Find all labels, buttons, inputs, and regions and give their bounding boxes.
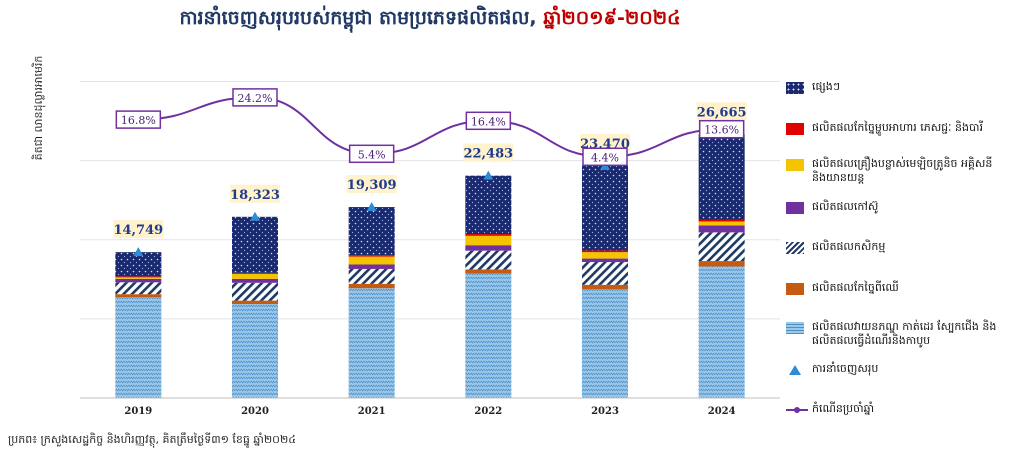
legend-label-agri: ផលិតផលកសិកម្ម (812, 240, 886, 253)
legend-swatch-rubber (786, 202, 804, 214)
bar-food-2022 (465, 234, 512, 236)
legend-swatch-growth (786, 404, 808, 416)
bar-agri-2023 (582, 262, 628, 285)
growth-label-box-2020 (232, 88, 278, 107)
bar-electrical-2021 (348, 256, 395, 265)
growth-label-box-2023 (582, 147, 628, 167)
total-label-box-2021 (346, 175, 397, 194)
legend-swatch-agri (786, 242, 804, 254)
bar-other-2022 (465, 175, 512, 235)
legend-swatch-other (786, 82, 804, 94)
bar-rubber-2023 (582, 258, 628, 263)
bar-food-2020 (232, 272, 278, 274)
legend-label-wood: ផលិតផលកែច្នៃពីឈើ (812, 281, 899, 294)
x-tick-label: 2023 (591, 406, 619, 417)
bar-rubber-2021 (348, 264, 395, 269)
total-label-box-2023 (580, 133, 630, 152)
bar-agri-2022 (465, 250, 512, 270)
legend-swatch-wood (786, 283, 804, 295)
bar-electrical-2022 (465, 235, 512, 246)
bar-other-2021 (348, 207, 395, 256)
bar-electrical-2024 (698, 221, 745, 226)
growth-label-2019: 16.8% (121, 114, 156, 127)
growth-label-2020: 24.2% (238, 92, 273, 105)
bar-food-2021 (348, 255, 395, 257)
growth-label-2022: 16.4% (471, 115, 506, 128)
bar-rubber-2022 (465, 245, 512, 251)
growth-line (138, 96, 722, 158)
bar-wood-2022 (465, 269, 512, 274)
bar-wood-2024 (698, 261, 745, 267)
total-marker-2021 (366, 202, 377, 212)
bar-agri-2020 (232, 282, 278, 301)
source-note: ប្រភព៖ ក្រសួងសេដ្ឋកិច្ច និងហិរញ្ញវត្ថុ, … (8, 433, 297, 446)
bar-garment-2021 (348, 288, 395, 398)
legend-swatch-total (786, 364, 804, 376)
bar-agri-2021 (348, 268, 395, 284)
bar-rubber-2024 (698, 225, 745, 233)
total-label-2022: 22,483 (463, 147, 513, 162)
growth-label-box-2019 (115, 110, 162, 129)
growth-label-box-2022 (465, 111, 512, 131)
legend-label-total: ការនាំចេញសរុប (812, 362, 879, 375)
bar-wood-2019 (115, 294, 162, 298)
bar-wood-2020 (232, 300, 278, 305)
bar-food-2023 (582, 250, 628, 253)
growth-label-box-2024 (698, 119, 745, 139)
legend-label-rubber: ផលិតផលកៅស៊ូ (812, 200, 879, 213)
legend-swatch-electrical (786, 159, 804, 171)
bar-agri-2019 (115, 282, 162, 295)
legend-label-garment: ផលិតផលវាយនភណ្ឌ កាត់ដេរ ស្បែកជើង និង ផលិត… (812, 320, 997, 347)
total-marker-2020 (250, 211, 260, 221)
legend-label-food: ផលិតផលកែច្នៃម្ហូបអាហារ ភេសជ្ជៈ និងបារី (812, 121, 983, 134)
x-tick-label: 2024 (708, 406, 736, 417)
growth-label-2024: 13.6% (704, 124, 739, 137)
total-marker-2022 (483, 170, 494, 180)
total-label-2020: 18,323 (230, 188, 280, 203)
x-tick-label: 2022 (474, 406, 502, 417)
bar-agri-2024 (698, 232, 745, 262)
bar-electrical-2023 (582, 252, 628, 259)
x-tick-label: 2021 (358, 406, 386, 417)
legend-label-other: ផ្សេងៗ (812, 80, 840, 93)
bar-rubber-2019 (115, 278, 162, 283)
total-label-box-2024 (696, 102, 747, 121)
growth-label-2023: 4.4% (591, 151, 619, 164)
total-label-box-2020 (230, 184, 280, 203)
total-label-2021: 19,309 (347, 178, 397, 193)
legend-label-growth: កំណើនប្រចាំឆ្នាំ (812, 402, 875, 415)
legend-swatch-food (786, 123, 804, 135)
legend-swatch-garment (786, 322, 804, 334)
bar-wood-2021 (348, 283, 395, 289)
legend-label-electrical: ផលិតផលគ្រឿងបន្លាស់មេឡិចត្រូនិច អគ្គិសនី … (812, 157, 993, 184)
total-label-2024: 26,665 (697, 105, 747, 120)
x-tick-label: 2020 (241, 406, 269, 417)
bar-other-2023 (582, 165, 628, 251)
bar-food-2024 (698, 219, 745, 222)
bar-garment-2019 (115, 297, 162, 398)
bar-other-2020 (232, 216, 278, 273)
growth-label-2021: 5.4% (358, 148, 386, 161)
chart-title-years: ឆ្នាំ២០១៩-២០២៤ (543, 7, 681, 29)
bar-electrical-2019 (115, 277, 162, 279)
bar-garment-2022 (465, 273, 512, 398)
chart-title: ការនាំចេញសរុបរបស់កម្ពុជា តាមប្រភេទផលិតផល… (150, 6, 710, 34)
bar-rubber-2020 (232, 278, 278, 283)
bar-other-2019 (115, 252, 162, 277)
chart-title-main: ការនាំចេញសរុបរបស់កម្ពុជា តាមប្រភេទផលិតផល… (179, 7, 537, 29)
bar-garment-2020 (232, 304, 278, 398)
growth-label-box-2021 (348, 144, 395, 164)
bar-garment-2024 (698, 266, 745, 398)
bar-other-2024 (698, 134, 745, 220)
bar-food-2019 (115, 276, 162, 278)
x-tick-label: 2019 (124, 406, 152, 417)
bar-electrical-2020 (232, 273, 278, 279)
bar-garment-2023 (582, 289, 628, 398)
total-label-2019: 14,749 (113, 223, 163, 238)
total-marker-2019 (133, 247, 144, 257)
total-label-box-2019 (113, 220, 164, 239)
total-label-box-2022 (463, 143, 514, 162)
bar-wood-2023 (582, 284, 628, 290)
